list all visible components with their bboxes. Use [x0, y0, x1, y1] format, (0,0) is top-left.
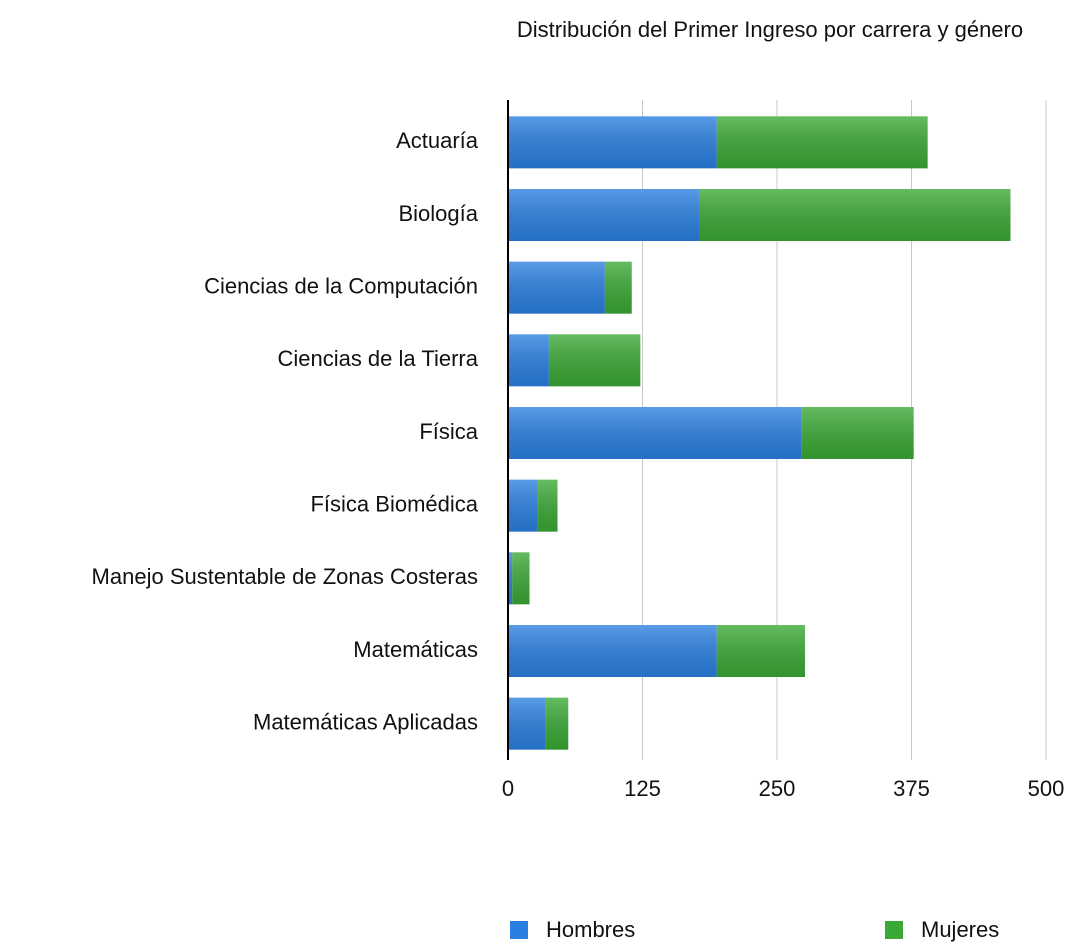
y-tick-label: Ciencias de la Computación: [204, 273, 478, 298]
bar-shade: [508, 697, 546, 750]
y-tick-label: Manejo Sustentable de Zonas Costeras: [92, 564, 478, 589]
legend-label: Hombres: [546, 917, 635, 942]
bar-shade: [548, 334, 641, 387]
y-tick-label: Física: [419, 419, 478, 444]
bar-shade: [604, 261, 632, 314]
bar-shade: [508, 261, 605, 314]
bar-shade: [537, 479, 558, 532]
bar-shade: [508, 334, 549, 387]
y-tick-label: Biología: [398, 201, 478, 226]
x-tick-label: 375: [893, 776, 930, 801]
bar-shade: [545, 697, 569, 750]
x-tick-label: 0: [502, 776, 514, 801]
bar-shade: [508, 552, 513, 605]
bar-shade: [508, 625, 717, 677]
x-tick-label: 500: [1028, 776, 1065, 801]
x-tick-label: 250: [759, 776, 796, 801]
legend-swatch: [885, 921, 903, 939]
bar-shade: [508, 189, 700, 241]
bar-shade: [716, 116, 928, 169]
bar-shade: [508, 116, 717, 169]
y-tick-label: Física Biomédica: [310, 491, 478, 516]
y-tick-label: Actuaría: [396, 128, 479, 153]
bar-shade: [699, 189, 1011, 241]
bar-shade: [716, 625, 805, 677]
x-tick-label: 125: [624, 776, 661, 801]
y-tick-label: Matemáticas Aplicadas: [253, 709, 478, 734]
y-tick-label: Matemáticas: [353, 637, 478, 662]
legend-swatch: [510, 921, 528, 939]
y-tick-label: Ciencias de la Tierra: [277, 346, 478, 371]
bar-shade: [512, 552, 530, 605]
bar-shade: [508, 407, 802, 459]
bar-shade: [801, 407, 914, 459]
legend-label: Mujeres: [921, 917, 999, 942]
bar-shade: [508, 479, 538, 532]
chart-title: Distribución del Primer Ingreso por carr…: [516, 17, 1024, 42]
